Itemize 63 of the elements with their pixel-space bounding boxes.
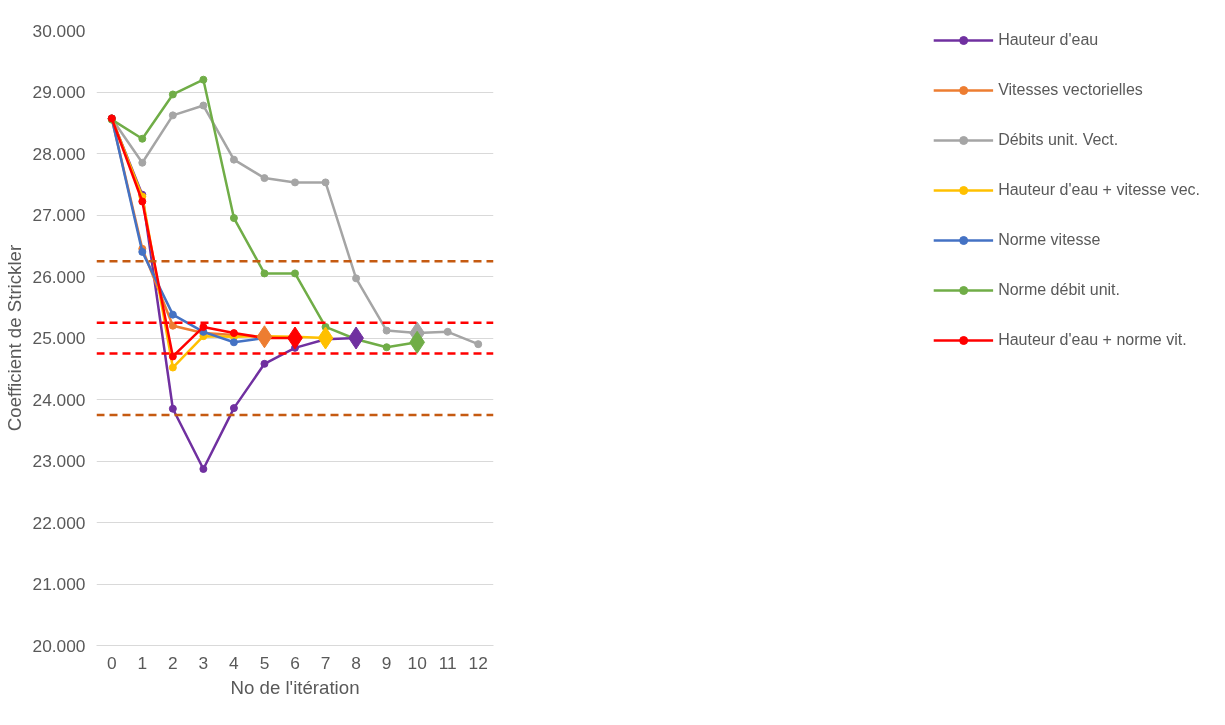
y-tick-label: 26.000 (32, 266, 86, 287)
x-tick-label: 1 (137, 652, 148, 673)
y-tick-label: 25.000 (32, 328, 86, 348)
point (138, 134, 147, 143)
point (321, 178, 330, 187)
point (168, 111, 177, 120)
x-tick-label: 5 (259, 652, 270, 673)
point (168, 321, 177, 330)
point (291, 269, 299, 278)
point (199, 101, 208, 110)
x-tick-label: 9 (381, 652, 392, 673)
y-tick-label: 30.000 (32, 20, 86, 41)
x-tick-label: 6 (290, 652, 300, 673)
y-tick-label: 28.000 (32, 143, 86, 164)
point (199, 465, 208, 473)
x-tick-label: 7 (320, 652, 331, 673)
legend-label: Norme vitesse (998, 230, 1101, 250)
point (168, 310, 177, 319)
point (382, 343, 391, 352)
x-tick-label: 0 (106, 652, 117, 673)
y-tick-label: 20.000 (32, 635, 86, 656)
legend-label: Norme débit unit. (998, 280, 1120, 300)
y-tick-label: 29.000 (32, 82, 86, 102)
y-tick-label: 22.000 (32, 512, 86, 533)
point (229, 214, 238, 223)
y-tick-label: 21.000 (32, 574, 86, 594)
point (168, 352, 177, 361)
y-tick-label: 24.000 (32, 389, 86, 410)
point (138, 158, 147, 167)
point (199, 75, 208, 84)
y-tick-label: 23.000 (32, 451, 86, 471)
point (168, 404, 177, 413)
legend-label: Hauteur d'eau + norme vit. (998, 330, 1187, 350)
point (317, 326, 334, 350)
legend-label: Hauteur d'eau (998, 30, 1099, 50)
point (138, 197, 147, 206)
x-tick-label: 11 (438, 652, 457, 673)
point (260, 359, 269, 368)
point (229, 155, 238, 164)
legend-label: Vitesses vectorielles (998, 80, 1143, 100)
x-tick-label: 12 (468, 652, 488, 673)
legend-label: Débits unit. Vect. (998, 130, 1119, 150)
point (443, 327, 452, 336)
point (474, 340, 483, 349)
x-tick-label: 3 (198, 652, 209, 673)
x-tick-label: 4 (229, 652, 240, 673)
point (168, 90, 177, 99)
x-tick-label: 10 (407, 652, 427, 673)
point (352, 274, 361, 283)
x-tick-label: 2 (168, 652, 178, 673)
point (260, 174, 269, 183)
point (168, 363, 177, 372)
x-axis-title: No de l'itération (230, 676, 360, 698)
point (382, 326, 391, 335)
y-axis-title: Coefficient de Strickler (3, 244, 25, 432)
x-tick-label: 8 (351, 652, 361, 673)
point (256, 325, 273, 349)
legend-label: Hauteur d'eau + vitesse vec. (998, 180, 1200, 200)
point (229, 404, 238, 413)
y-tick-label: 27.000 (32, 205, 86, 225)
point (291, 178, 299, 187)
point (229, 338, 238, 347)
point (260, 269, 269, 278)
